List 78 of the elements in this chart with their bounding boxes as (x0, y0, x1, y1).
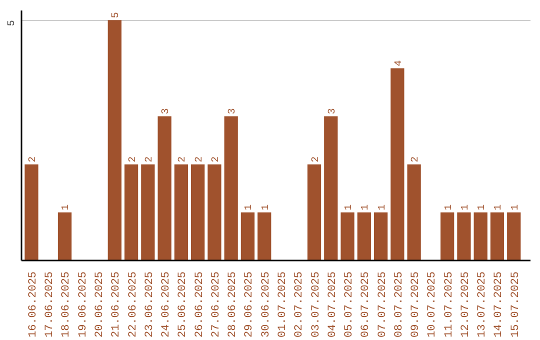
bar (507, 212, 521, 260)
bar (490, 212, 504, 260)
x-tick-label: 02.07.2025 (294, 271, 306, 338)
x-tick-label: 16.06.2025 (27, 271, 40, 338)
bar (307, 164, 322, 260)
x-tick-label: 12.07.2025 (460, 271, 472, 338)
x-tick-label: 21.06.2025 (110, 271, 123, 338)
bar (324, 116, 338, 260)
bar (208, 164, 222, 260)
data-label: 2 (28, 156, 39, 162)
x-tick-label: 19.06.2025 (77, 271, 90, 338)
bar (58, 212, 72, 260)
data-label: 1 (460, 204, 472, 210)
x-tick-label: 10.07.2025 (426, 271, 439, 338)
data-label: 1 (344, 204, 356, 210)
data-label: 3 (161, 108, 172, 114)
data-label: 1 (510, 204, 522, 210)
bar (457, 212, 471, 260)
data-label: 2 (210, 156, 222, 162)
x-tick-label: 11.07.2025 (443, 271, 456, 338)
x-tick-label: 13.07.2025 (476, 271, 489, 338)
data-label: 2 (194, 156, 206, 162)
data-label: 1 (61, 204, 72, 210)
bar (258, 212, 272, 260)
x-tick-label: 23.06.2025 (144, 271, 156, 338)
bar (141, 164, 155, 260)
bar (174, 164, 188, 260)
bar (124, 164, 138, 260)
bar (407, 164, 421, 260)
data-label: 2 (178, 156, 189, 162)
x-tick-label: 01.07.2025 (276, 271, 289, 338)
x-tick-label: 29.06.2025 (244, 271, 256, 338)
x-tick-label: 14.07.2025 (493, 271, 506, 338)
data-label: 2 (144, 156, 156, 162)
data-label: 2 (310, 156, 322, 162)
data-label: 1 (260, 204, 272, 210)
x-tick-label: 20.06.2025 (94, 271, 106, 338)
x-tick-label: 25.06.2025 (177, 271, 190, 338)
bar (24, 164, 38, 260)
data-label: 1 (494, 204, 505, 210)
data-label: 1 (377, 204, 388, 210)
x-tick-label: 22.06.2025 (127, 271, 140, 338)
bar (158, 116, 172, 260)
bar (191, 164, 205, 260)
x-tick-label: 27.06.2025 (210, 271, 222, 338)
bar (108, 20, 122, 260)
bar (440, 212, 454, 260)
bar (340, 212, 354, 260)
data-label: 4 (394, 60, 405, 66)
x-tick-label: 18.06.2025 (60, 271, 73, 338)
x-tick-label: 17.06.2025 (44, 271, 56, 338)
bar (240, 212, 255, 260)
x-tick-label: 07.07.2025 (376, 271, 389, 338)
x-tick-label: 05.07.2025 (344, 271, 356, 338)
x-tick-label: 24.06.2025 (160, 271, 173, 338)
data-label: 2 (128, 156, 139, 162)
bar (374, 212, 388, 260)
bar (357, 212, 371, 260)
x-tick-label: 26.06.2025 (194, 271, 206, 338)
x-tick-label: 03.07.2025 (310, 271, 322, 338)
x-tick-label: 28.06.2025 (227, 271, 240, 338)
data-label: 3 (327, 108, 338, 114)
x-tick-label: 09.07.2025 (410, 271, 422, 338)
x-tick-label: 06.07.2025 (360, 271, 372, 338)
bar (390, 68, 404, 260)
x-tick-label: 04.07.2025 (326, 271, 339, 338)
data-label: 1 (360, 204, 372, 210)
data-label: 3 (228, 108, 239, 114)
data-label: 2 (410, 156, 422, 162)
data-label: 5 (111, 12, 122, 18)
data-label: 1 (477, 204, 488, 210)
x-tick-label: 15.07.2025 (510, 271, 522, 338)
x-tick-label: 08.07.2025 (393, 271, 406, 338)
data-label: 1 (244, 204, 256, 210)
bar (224, 116, 238, 260)
x-tick-label: 30.06.2025 (260, 271, 272, 338)
data-label: 1 (444, 204, 455, 210)
bar (474, 212, 488, 260)
